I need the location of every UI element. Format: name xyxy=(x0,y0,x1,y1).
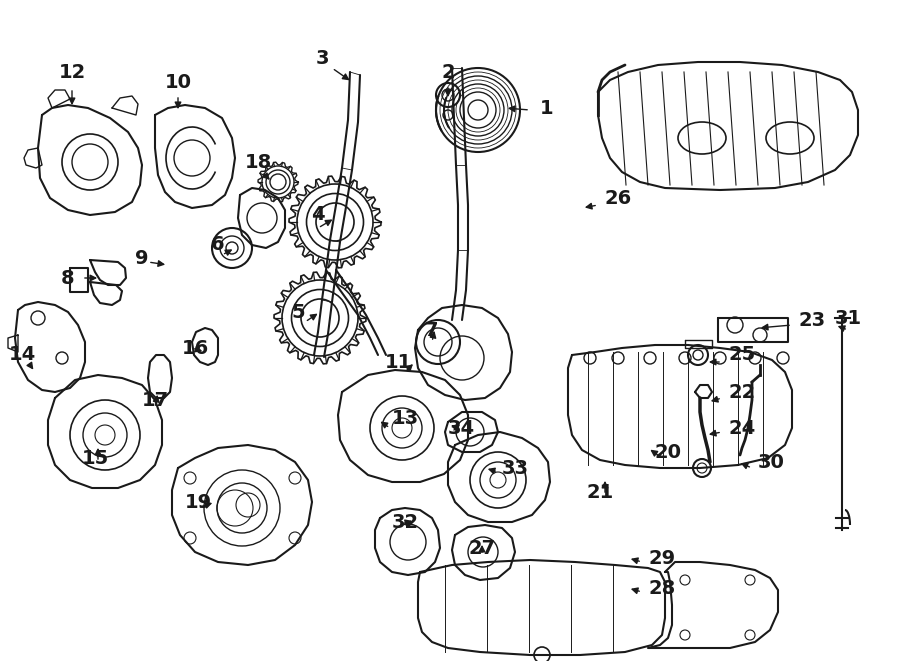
Text: 2: 2 xyxy=(441,63,454,81)
Text: 27: 27 xyxy=(468,539,496,557)
Text: 22: 22 xyxy=(728,383,755,401)
Polygon shape xyxy=(38,105,142,215)
Text: 5: 5 xyxy=(292,303,305,321)
Polygon shape xyxy=(70,268,88,292)
Text: 34: 34 xyxy=(448,418,475,438)
Polygon shape xyxy=(448,432,550,522)
Text: 9: 9 xyxy=(135,249,148,268)
Text: 24: 24 xyxy=(728,418,755,438)
Polygon shape xyxy=(15,302,85,392)
Text: 21: 21 xyxy=(587,483,614,502)
Polygon shape xyxy=(24,148,42,168)
Text: 14: 14 xyxy=(8,346,36,364)
Text: 32: 32 xyxy=(392,512,419,531)
Text: 4: 4 xyxy=(311,206,325,225)
Text: 16: 16 xyxy=(182,338,209,358)
Text: 29: 29 xyxy=(648,549,675,568)
Text: 33: 33 xyxy=(502,459,529,477)
Text: 6: 6 xyxy=(212,235,225,254)
Text: 15: 15 xyxy=(81,449,109,467)
Text: 13: 13 xyxy=(392,408,419,428)
Text: 26: 26 xyxy=(605,188,632,208)
Text: 12: 12 xyxy=(58,63,86,81)
Text: 1: 1 xyxy=(540,98,554,118)
Polygon shape xyxy=(568,345,792,468)
Polygon shape xyxy=(418,560,665,655)
Polygon shape xyxy=(452,525,515,580)
Text: 11: 11 xyxy=(384,352,411,371)
Polygon shape xyxy=(718,318,788,342)
Polygon shape xyxy=(445,412,498,452)
Polygon shape xyxy=(598,62,858,190)
Text: 20: 20 xyxy=(654,442,681,461)
Polygon shape xyxy=(90,260,126,285)
Polygon shape xyxy=(695,385,712,398)
Polygon shape xyxy=(648,562,778,648)
Text: 7: 7 xyxy=(425,321,439,340)
Text: 31: 31 xyxy=(834,309,861,327)
Polygon shape xyxy=(48,90,70,108)
Polygon shape xyxy=(48,375,162,488)
Polygon shape xyxy=(8,335,18,352)
Polygon shape xyxy=(148,355,172,398)
Text: 18: 18 xyxy=(245,153,272,171)
Polygon shape xyxy=(238,188,285,248)
Text: 3: 3 xyxy=(315,48,328,67)
Text: 23: 23 xyxy=(798,311,825,329)
Text: 19: 19 xyxy=(185,492,212,512)
Text: 28: 28 xyxy=(648,578,675,598)
Text: 17: 17 xyxy=(141,391,168,410)
Polygon shape xyxy=(112,96,138,115)
Polygon shape xyxy=(155,105,235,208)
Polygon shape xyxy=(90,282,122,305)
Text: 8: 8 xyxy=(61,268,75,288)
Polygon shape xyxy=(172,445,312,565)
Polygon shape xyxy=(192,328,218,365)
Text: 30: 30 xyxy=(758,453,785,471)
Text: 25: 25 xyxy=(728,346,755,364)
Polygon shape xyxy=(415,305,512,400)
Text: 10: 10 xyxy=(165,73,192,91)
Polygon shape xyxy=(375,508,440,575)
Polygon shape xyxy=(338,370,468,482)
